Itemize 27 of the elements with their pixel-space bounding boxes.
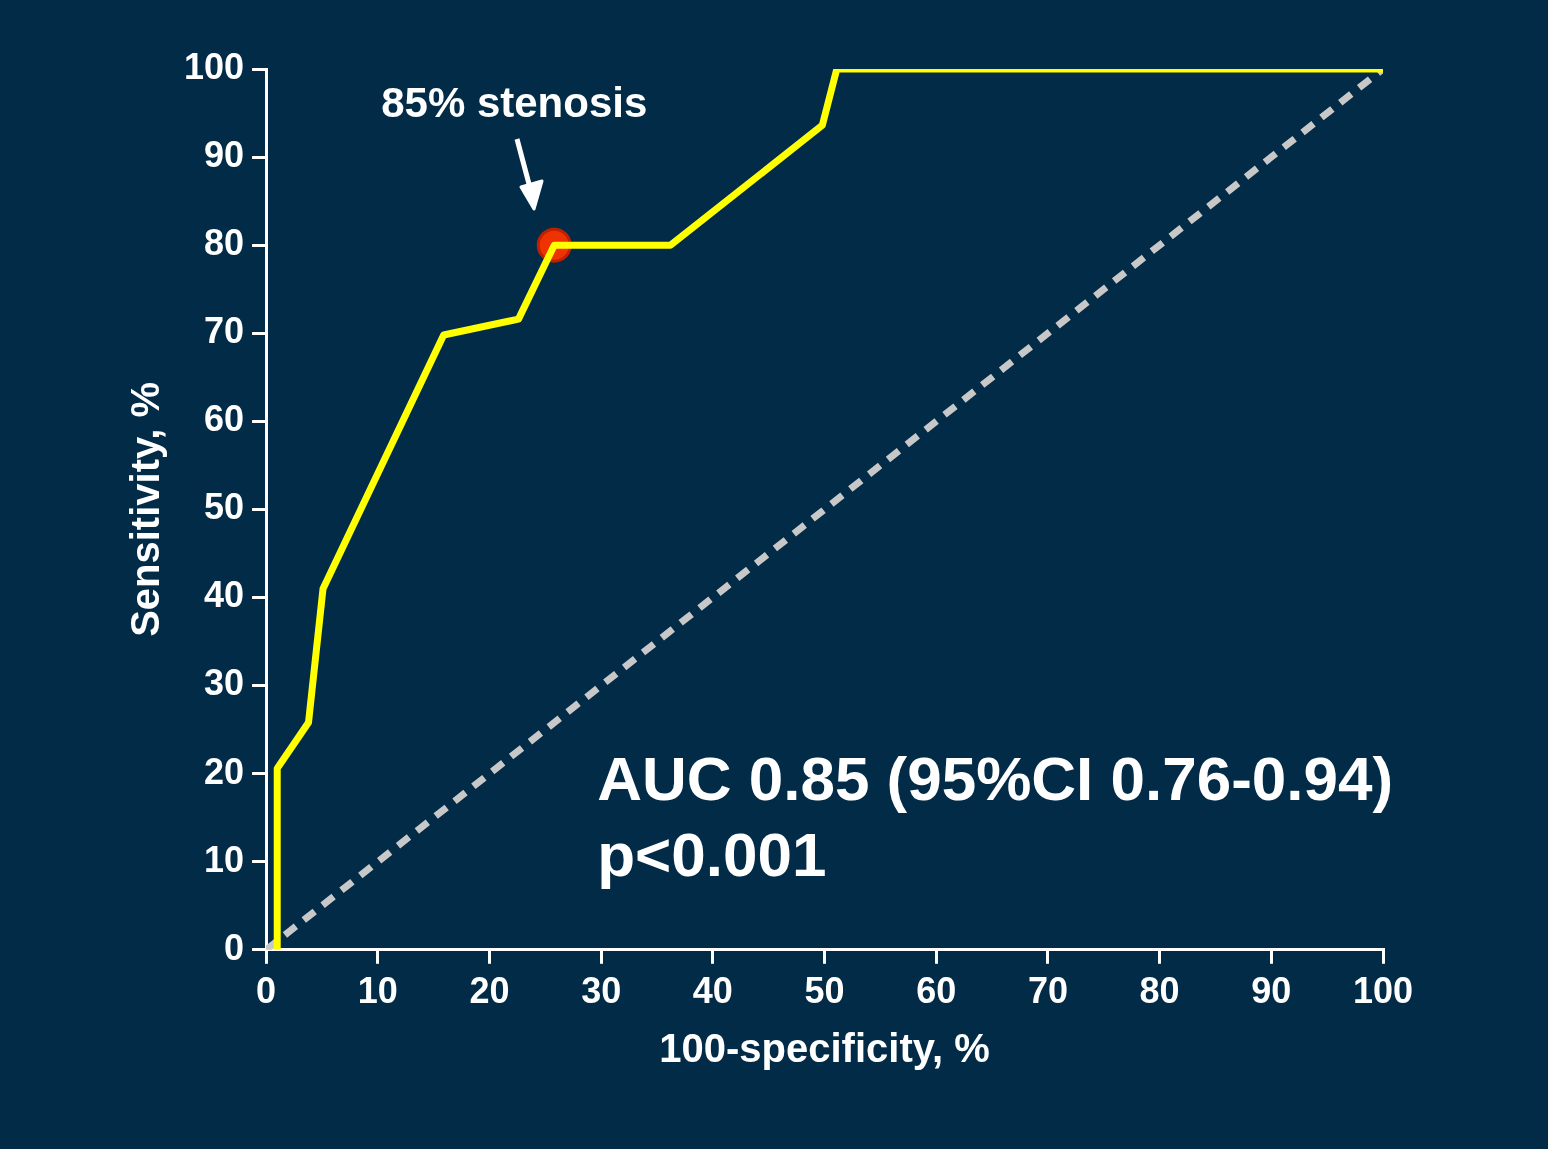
y-tick-label: 80 — [204, 222, 245, 264]
y-tick-label: 100 — [183, 45, 245, 87]
y-axis-title: Sensitivity, % — [123, 381, 168, 637]
x-tick-label: 60 — [916, 970, 957, 1012]
y-tick-label: 20 — [204, 750, 245, 792]
y-tick-label: 30 — [204, 662, 245, 704]
annotation: p<0.001 — [597, 820, 827, 890]
x-tick-label: 90 — [1251, 970, 1292, 1012]
annotation: AUC 0.85 (95%CI 0.76-0.94) — [597, 744, 1394, 814]
x-tick-label: 50 — [804, 970, 845, 1012]
x-tick-label: 80 — [1139, 970, 1180, 1012]
x-tick-label: 20 — [469, 970, 510, 1012]
x-axis-title: 100-specificity, % — [659, 1026, 990, 1071]
y-tick-label: 40 — [204, 574, 245, 616]
x-tick-label: 30 — [581, 970, 622, 1012]
x-tick-label: 40 — [692, 970, 733, 1012]
y-tick-label: 90 — [204, 134, 245, 175]
y-tick-label: 50 — [204, 486, 245, 528]
y-tick-label: 0 — [224, 926, 245, 968]
x-tick-label: 100 — [1352, 970, 1414, 1012]
y-tick-label: 60 — [204, 398, 245, 440]
x-tick-label: 70 — [1027, 970, 1068, 1012]
y-tick-label: 10 — [204, 838, 245, 880]
y-tick-label: 70 — [204, 310, 245, 352]
x-tick-label: 10 — [357, 970, 398, 1012]
annotation: 85% stenosis — [381, 79, 648, 127]
x-tick-label: 0 — [256, 970, 277, 1012]
